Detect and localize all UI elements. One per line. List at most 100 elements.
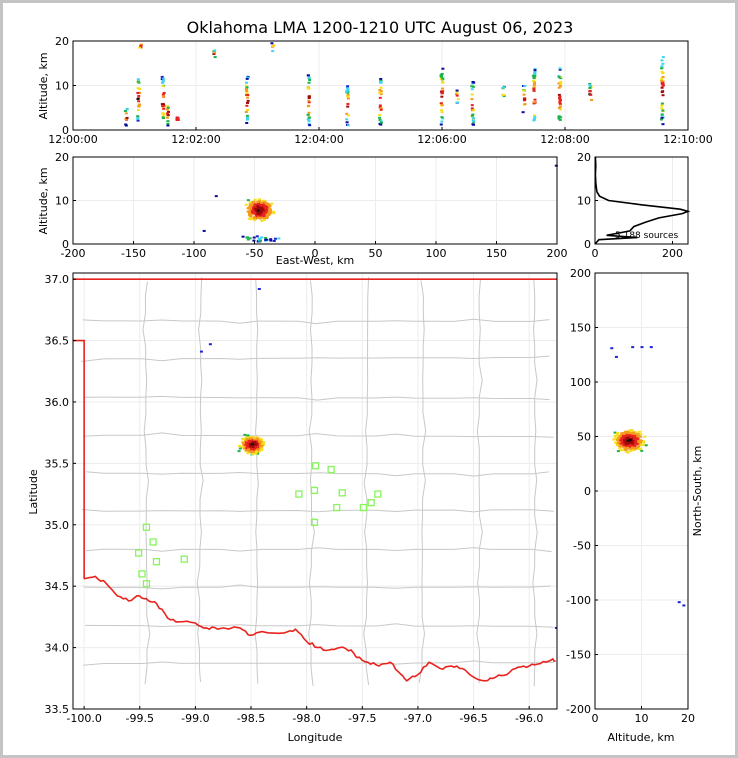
time-source — [559, 116, 563, 119]
eastwest-source — [261, 204, 265, 207]
northsouth-source — [616, 433, 620, 436]
time-source — [532, 102, 536, 105]
time-source — [345, 90, 349, 93]
altitude-time-panel: 12:00:00 12:02:00 12:04:00 12:06:00 12:08:00… — [48, 35, 712, 146]
time-source — [471, 85, 475, 88]
map-ytick-label: 36.0 — [45, 396, 70, 409]
time-source — [160, 81, 164, 84]
northsouth-ytick-label: 150 — [570, 322, 591, 335]
time-source — [557, 93, 561, 96]
map-source — [259, 445, 263, 448]
time-source — [470, 93, 474, 96]
eastwest-outlier — [214, 195, 218, 198]
northsouth-source — [613, 434, 617, 437]
eastwest-source — [250, 209, 254, 212]
eastwest-source — [246, 207, 250, 210]
time-source — [136, 116, 140, 119]
time-source — [346, 124, 350, 127]
map-source — [257, 440, 261, 443]
northsouth-source — [614, 437, 618, 440]
northsouth-source — [624, 432, 628, 435]
time-source — [246, 99, 250, 102]
eastwest-source — [255, 210, 259, 213]
time-source — [455, 101, 459, 104]
time-source — [139, 44, 143, 47]
northsouth-source — [619, 442, 623, 445]
county-boundary — [85, 395, 550, 401]
map-xtick-label: -98.0 — [292, 712, 320, 725]
time-source — [533, 69, 537, 72]
northsouth-source — [632, 438, 636, 441]
northsouth-source — [624, 450, 628, 453]
map-source — [244, 441, 248, 444]
map-source — [241, 442, 245, 445]
eastwest-source — [241, 235, 245, 238]
time-source — [166, 120, 170, 123]
map-ytick-label: 33.5 — [45, 703, 70, 716]
map-source — [257, 437, 261, 440]
eastwest-source — [268, 204, 272, 207]
eastwest-source — [258, 213, 262, 216]
time-source — [307, 81, 311, 84]
time-source — [661, 56, 665, 59]
eastwest-source — [253, 211, 257, 214]
map-ytick-label: 35.0 — [45, 519, 70, 532]
time-source — [522, 99, 526, 102]
map-xtick-label: -97.5 — [348, 712, 376, 725]
time-source — [661, 72, 665, 75]
time-source — [166, 114, 170, 117]
county-boundary — [82, 318, 550, 325]
eastwest-source — [253, 204, 257, 207]
time-source — [245, 77, 249, 80]
time-source — [502, 95, 506, 98]
lma-station — [152, 557, 161, 566]
time-source — [308, 124, 312, 127]
eastwest-source — [256, 209, 260, 212]
time-source — [346, 88, 350, 91]
map-source — [243, 445, 247, 448]
eastwest-source — [260, 219, 264, 222]
map-source — [254, 448, 258, 451]
northsouth-source — [617, 445, 621, 448]
map-source — [245, 437, 249, 440]
time-source — [660, 80, 664, 83]
time-source — [471, 119, 475, 122]
northsouth-ytick-label: 0 — [584, 485, 591, 498]
time-source — [244, 84, 248, 87]
northsouth-panel-ylabel: North-South, km — [691, 446, 704, 537]
time-source — [441, 67, 445, 70]
time-source — [440, 120, 444, 123]
lma-station — [333, 503, 341, 512]
map-source — [259, 443, 263, 446]
time-ytick-label: 0 — [62, 124, 69, 137]
eastwest-source — [265, 214, 269, 217]
eastwest-xtick-label: 100 — [426, 247, 447, 260]
time-source — [346, 93, 350, 96]
map-source — [248, 443, 252, 446]
time-source — [307, 76, 311, 79]
time-source — [558, 85, 562, 88]
northsouth-source — [638, 441, 642, 444]
lma-station — [149, 538, 157, 546]
eastwest-source — [254, 212, 258, 215]
time-source — [660, 116, 664, 119]
time-source — [137, 94, 141, 97]
time-source — [532, 81, 536, 84]
northsouth-source — [617, 441, 621, 444]
northsouth-xtick-label: 10 — [635, 712, 649, 725]
eastwest-source — [250, 217, 254, 220]
map-xtick-label: -100.0 — [66, 712, 101, 725]
northsouth-xtick-label: 0 — [592, 712, 599, 725]
time-source — [559, 77, 563, 80]
histogram-xtick-label: 200 — [662, 247, 683, 260]
histogram-ytick-label: 0 — [584, 238, 591, 251]
map-ytick-label: 36.5 — [45, 335, 70, 348]
time-source — [588, 82, 592, 85]
northsouth-source — [615, 441, 619, 444]
northsouth-outlier — [677, 601, 681, 604]
county-boundary — [83, 660, 554, 666]
northsouth-source — [625, 434, 629, 437]
time-source — [346, 85, 350, 88]
map-stray-source — [199, 350, 203, 353]
